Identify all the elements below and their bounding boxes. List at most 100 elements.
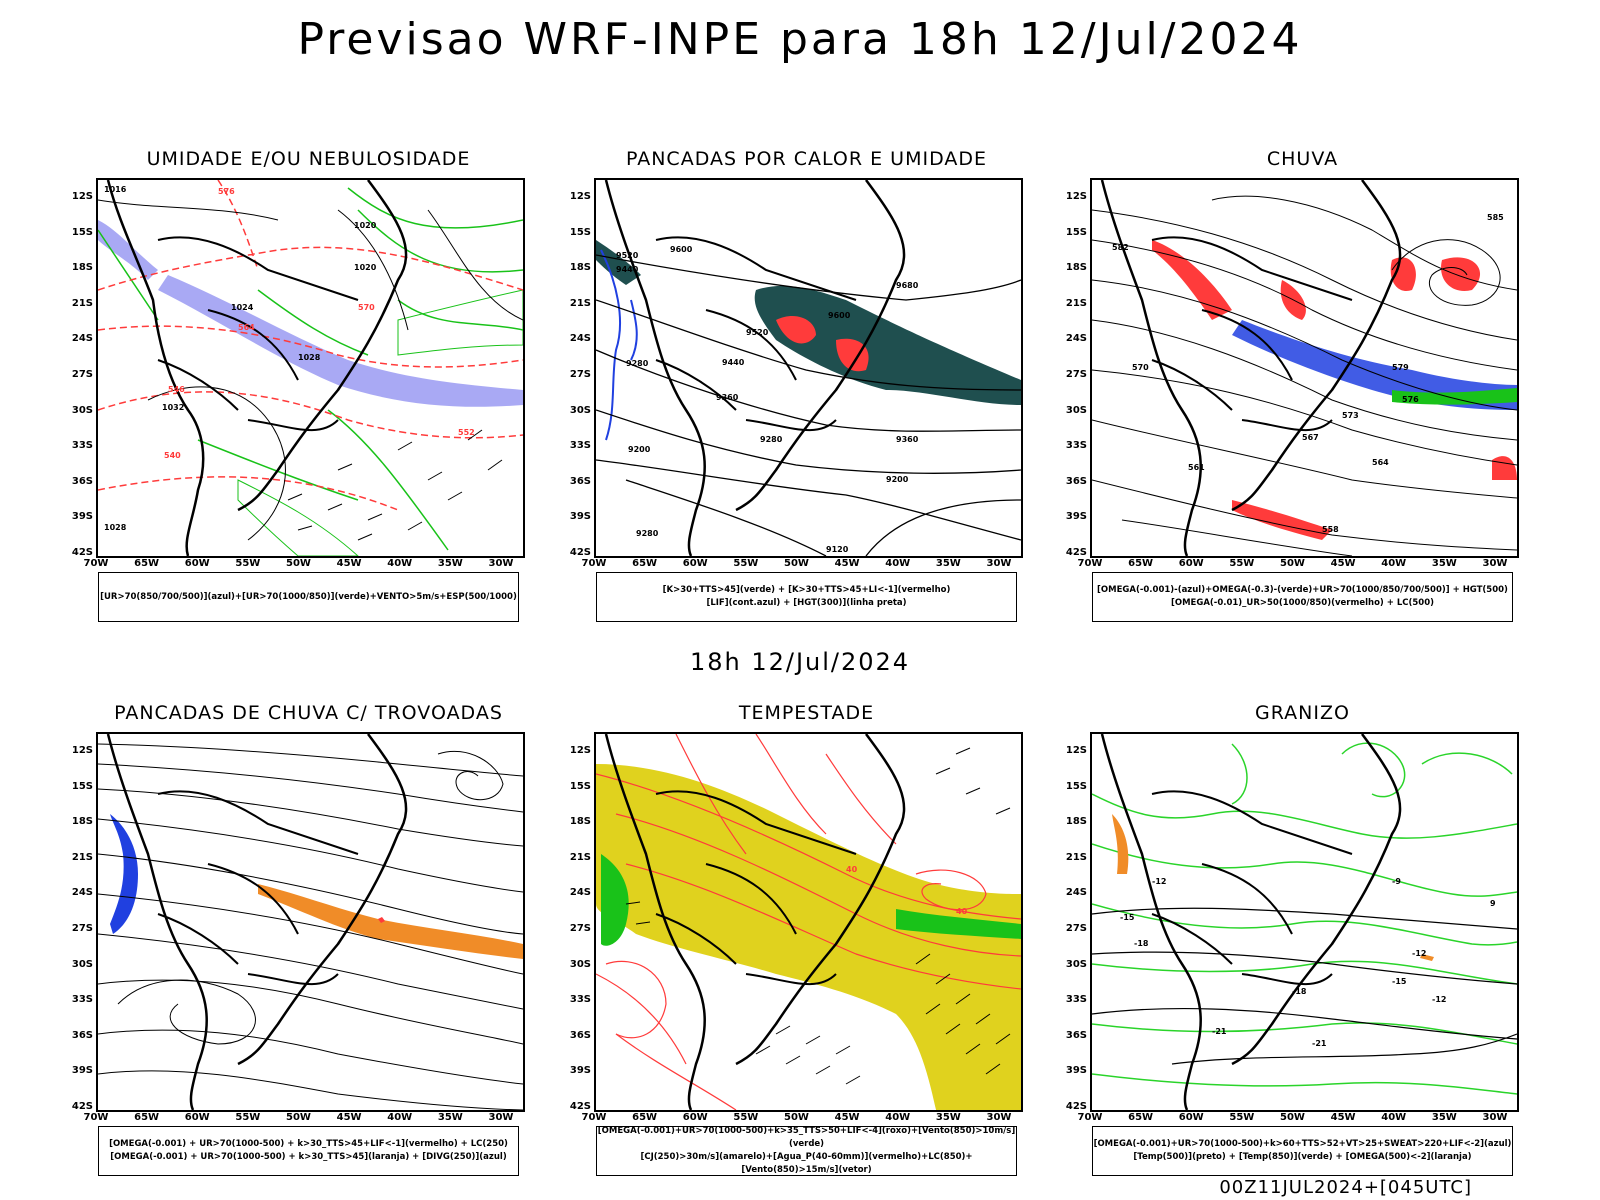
longitude-label: 45W — [1330, 558, 1356, 569]
contour-label: 9440 — [722, 358, 745, 367]
map-trovoadas[interactable] — [96, 732, 525, 1112]
coastline — [604, 734, 906, 1110]
contour-label: -9 — [1392, 877, 1401, 886]
moist-blue-band — [158, 275, 523, 407]
latitude-label: 42S — [569, 1101, 591, 1112]
longitude-label: 65W — [134, 558, 160, 569]
contour-label: -18 — [1292, 987, 1307, 996]
contour-label: 9360 — [896, 435, 919, 444]
map-chuva-canvas: 585 582 579 576 573 570 567 564 561 558 — [1092, 180, 1517, 556]
omega-green-band — [1392, 388, 1517, 405]
longitude-label: 50W — [286, 558, 311, 569]
political-borders — [157, 236, 359, 432]
contour-label: 9360 — [716, 393, 739, 402]
rain-red-patches — [1152, 240, 1517, 540]
latitude-label: 21S — [71, 851, 93, 863]
latitude-label: 33S — [1065, 994, 1087, 1006]
longitude-label: 40W — [1381, 1112, 1407, 1123]
contour-label: 570 — [1132, 363, 1149, 372]
longitude-label: 30W — [1482, 1112, 1508, 1123]
longitude-label: 55W — [733, 1112, 759, 1123]
map-tempestade[interactable]: 40 40 — [594, 732, 1023, 1112]
coastline — [604, 180, 906, 556]
latitude-label: 39S — [569, 511, 591, 523]
latitude-label: 30S — [1065, 404, 1087, 416]
contour-label: 564 — [1372, 458, 1389, 467]
longitude-label: 65W — [1128, 558, 1154, 569]
latitude-label: 27S — [1065, 923, 1087, 934]
contour-label: 567 — [1302, 433, 1319, 442]
longitude-label: 70W — [1077, 1112, 1103, 1123]
contour-label: 1024 — [231, 303, 254, 312]
panel-title-chuva: CHUVA — [1266, 148, 1339, 170]
longitude-label: 55W — [1229, 1112, 1255, 1123]
map-umidade[interactable]: 1016 1020 1020 1024 1028 1032 1028 552 5… — [96, 178, 525, 558]
map-chuva[interactable]: 585 582 579 576 573 570 567 564 561 558 — [1090, 178, 1519, 558]
longitude-label: 45W — [834, 558, 860, 569]
legend-line: [OMEGA(-0.001)+UR>70(1000-500)+k>35_TTS>… — [597, 1126, 1016, 1149]
longitude-label: 60W — [184, 1112, 210, 1123]
latitude-label: 39S — [569, 1065, 591, 1077]
contour-label: -12 — [1152, 877, 1166, 886]
political-borders — [157, 790, 359, 986]
contour-label: 9200 — [628, 445, 651, 454]
contour-label: 1016 — [104, 185, 127, 194]
longitude-label: 35W — [935, 1112, 961, 1123]
thickness-red-dashed — [98, 180, 523, 511]
legend-line: [OMEGA(-0.001)+UR>70(1000-500)+k>60+TTS>… — [1093, 1139, 1512, 1149]
longitude-label: 55W — [1229, 558, 1255, 569]
legend-line: [CJ(250)>30m/s](amarelo)+[Agua_P(40-60mm… — [640, 1152, 973, 1175]
longitude-label: 50W — [784, 558, 809, 569]
longitude-label: 60W — [682, 1112, 708, 1123]
latitude-label: 24S — [71, 887, 93, 899]
longitude-label: 65W — [1128, 1112, 1154, 1123]
jet-white-gap — [736, 1014, 936, 1110]
moist-blue-west — [98, 220, 158, 280]
run-time-footer: 00Z11JUL2024+[045UTC] — [1219, 1177, 1472, 1198]
contour-label: 585 — [1487, 213, 1504, 222]
contour-label: 1020 — [354, 221, 377, 230]
latitude-label: 15S — [569, 780, 591, 792]
contour-label: 573 — [1342, 411, 1359, 420]
contour-label: 576 — [1402, 395, 1419, 404]
longitude-label: 65W — [632, 558, 658, 569]
contour-label: -15 — [1120, 913, 1135, 922]
latitude-label: 39S — [71, 1065, 93, 1077]
latitude-label: 12S — [1065, 191, 1087, 202]
legend-line: [OMEGA(-0.001) + UR>70(1000-500) + k>30_… — [110, 1152, 507, 1162]
coastline — [106, 180, 408, 556]
wind-vectors — [625, 747, 1011, 1085]
omega-orange-spots — [1112, 814, 1434, 961]
latitude-label: 18S — [71, 816, 93, 828]
contour-label: 9280 — [626, 359, 649, 368]
contour-label: 579 — [1392, 363, 1409, 372]
map-trovoadas-canvas — [98, 734, 523, 1110]
longitude-label: 35W — [1431, 558, 1457, 569]
latitude-label: 30S — [71, 958, 93, 970]
contour-label: 540 — [164, 451, 181, 460]
legend-pancadas-calor: [K>30+TTS>45](verde) + [K>30+TTS>45+LI<-… — [596, 572, 1017, 622]
legend-line: [Temp(500)](preto) + [Temp(850)](verde) … — [1133, 1152, 1472, 1162]
longitude-label: 40W — [1381, 558, 1407, 569]
longitude-label: 30W — [488, 1112, 514, 1123]
latitude-label: 30S — [569, 958, 591, 970]
longitude-label: 45W — [336, 1112, 362, 1123]
political-borders — [1151, 236, 1353, 432]
coastline — [1100, 180, 1402, 556]
latitude-label: 15S — [1065, 780, 1087, 792]
contour-label: 1020 — [354, 263, 377, 272]
latitude-label: 18S — [569, 262, 591, 274]
latitude-label: 24S — [569, 887, 591, 899]
li-red-area — [776, 315, 869, 372]
latitude-label: 42S — [569, 547, 591, 558]
latitude-label: 36S — [71, 1029, 93, 1041]
divergence-blue-area — [110, 814, 138, 934]
longitude-label: 40W — [387, 558, 413, 569]
latitude-label: 15S — [1065, 226, 1087, 238]
legend-granizo: [OMEGA(-0.001)+UR>70(1000-500)+k>60+TTS>… — [1092, 1126, 1513, 1176]
contour-label: 1028 — [104, 523, 127, 532]
map-granizo[interactable]: -12 -15 -18 -21 -12 -15 -18 -21 -9 -12 9 — [1090, 732, 1519, 1112]
contour-label: 9120 — [826, 545, 849, 554]
map-pancadas-calor[interactable]: 9520 9600 9440 9680 9600 9520 9360 9280 … — [594, 178, 1023, 558]
latitude-label: 27S — [71, 923, 93, 934]
